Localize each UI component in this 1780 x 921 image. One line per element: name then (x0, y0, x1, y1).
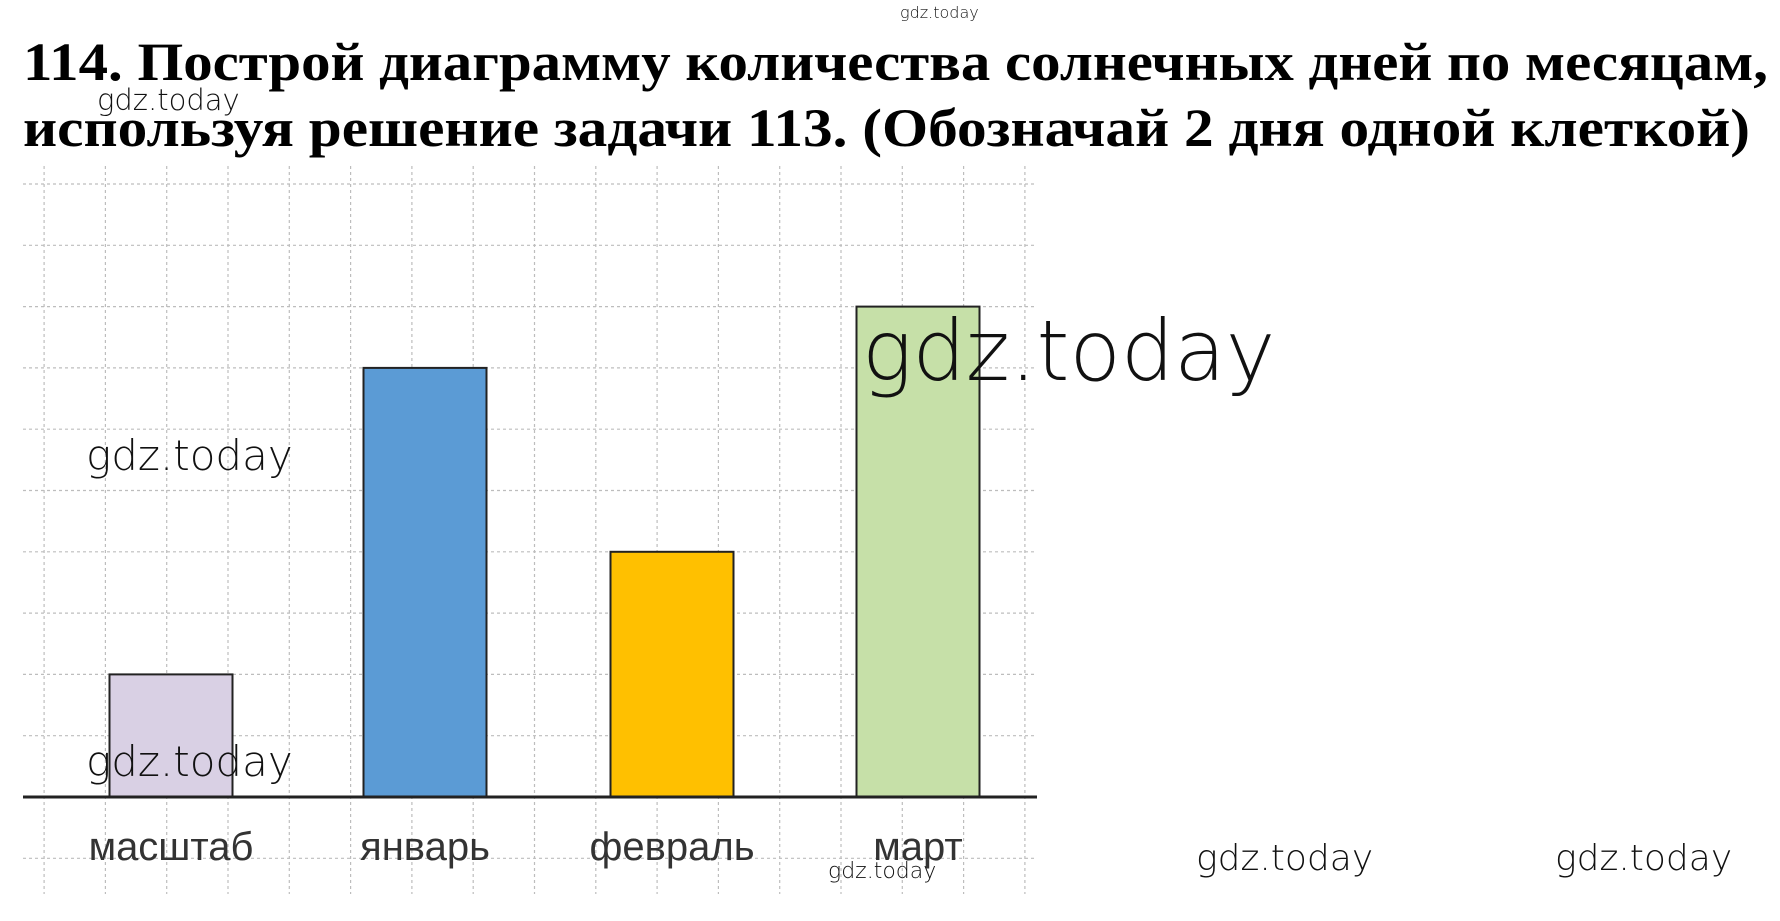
watermark: gdz.today (1196, 838, 1373, 879)
watermark: gdz.today (862, 302, 1275, 400)
bar (855, 305, 981, 798)
watermark: gdz.today (1555, 838, 1732, 879)
watermark: gdz.today (86, 737, 293, 786)
category-label: март (873, 825, 962, 869)
watermark: gdz.today (828, 859, 936, 884)
category-label: масштаб (89, 825, 254, 869)
title-line: используя решение задачи 113. (Обозначай… (23, 98, 1750, 158)
watermark: gdz.today (97, 83, 240, 117)
title-line: 114. Построй диаграмму количества солнеч… (23, 32, 1768, 92)
category-label: январь (360, 825, 490, 869)
watermark: gdz.today (86, 431, 293, 480)
bar (609, 550, 735, 798)
bar (362, 366, 488, 798)
watermark: gdz.today (900, 3, 979, 22)
bar (108, 673, 234, 799)
category-label: февраль (589, 825, 754, 869)
